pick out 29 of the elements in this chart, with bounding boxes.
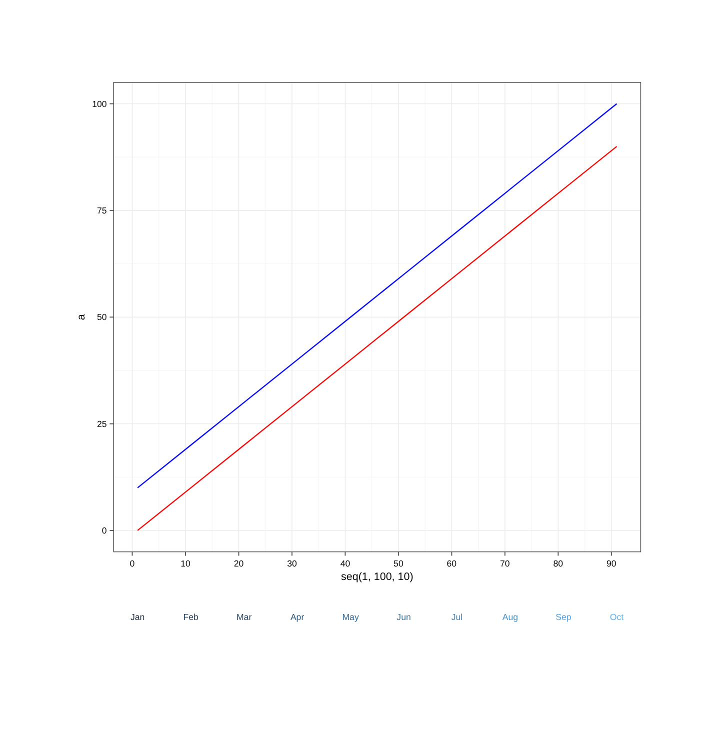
- y-tick-label: 25: [96, 418, 107, 429]
- line-series: [136, 146, 618, 532]
- x-tick-label: 40: [340, 558, 350, 568]
- text: Jul: [451, 612, 463, 622]
- text: Sep: [556, 612, 572, 622]
- text: Apr: [290, 612, 304, 622]
- y-tick-label: 0: [102, 526, 107, 536]
- x-tick-label: 20: [234, 558, 244, 568]
- text: Oct: [610, 612, 624, 622]
- x-tick-label: 10: [180, 558, 190, 568]
- y-axis-title: a: [75, 314, 88, 320]
- y-tick-label: 100: [92, 98, 107, 109]
- text: Aug: [502, 612, 518, 622]
- line-series: [136, 103, 618, 488]
- x-tick-label: 30: [287, 558, 297, 568]
- x-tick-label: 90: [606, 558, 616, 568]
- x-tick-label: 60: [446, 558, 457, 568]
- y-tick-label: 50: [96, 312, 107, 322]
- text: May: [342, 612, 360, 622]
- x-tick-label: 70: [500, 558, 510, 568]
- text: Feb: [183, 612, 198, 622]
- x-tick-label: 0: [130, 558, 135, 568]
- text: Jan: [130, 612, 145, 622]
- text: Mar: [236, 612, 252, 622]
- x-axis-title: seq(1, 100, 10): [341, 571, 414, 584]
- x-tick-label: 80: [553, 558, 564, 568]
- y-tick-label: 75: [96, 206, 107, 216]
- x-tick-label: 50: [394, 558, 404, 568]
- text: Jun: [396, 612, 411, 622]
